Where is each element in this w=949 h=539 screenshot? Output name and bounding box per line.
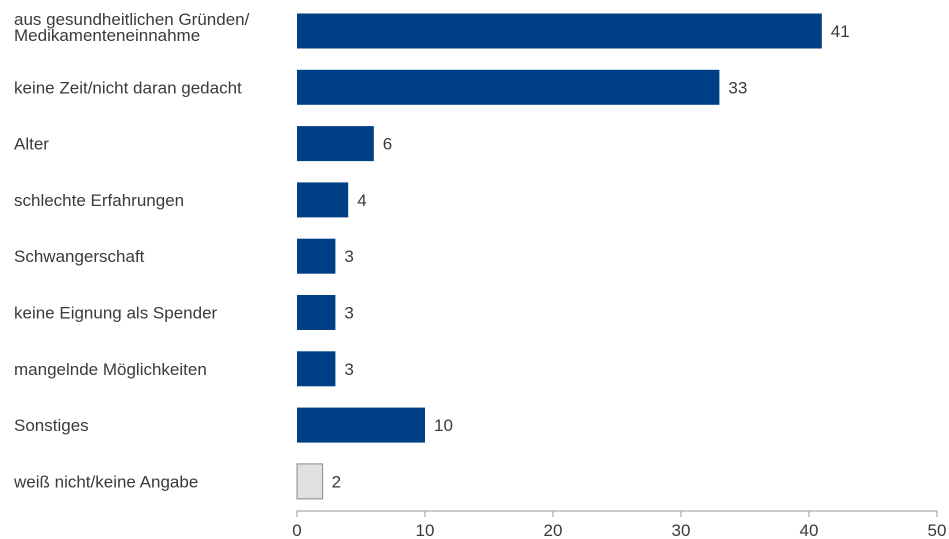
category-labels: aus gesundheitlichen Gründen/Medikamente…: [13, 10, 250, 491]
bar: [297, 351, 336, 387]
bar: [297, 13, 822, 49]
data-label: 3: [344, 304, 353, 323]
category-label: keine Eignung als Spender: [14, 304, 218, 323]
x-tick-label: 0: [292, 521, 301, 539]
x-tick-label: 50: [928, 521, 947, 539]
category-label: schlechte Erfahrungen: [14, 191, 184, 210]
x-tick-label: 20: [544, 521, 563, 539]
x-tick-label: 30: [672, 521, 691, 539]
category-label: aus gesundheitlichen Gründen/Medikamente…: [14, 10, 250, 45]
data-label: 6: [383, 135, 392, 154]
bar: [297, 407, 425, 443]
bar: [296, 463, 324, 500]
bar: [297, 295, 336, 330]
data-label: 33: [728, 78, 747, 97]
bar: [297, 182, 349, 218]
x-tick-label: 40: [800, 521, 819, 539]
data-label: 3: [344, 360, 353, 379]
x-axis: 0 10 20 30 40 50: [292, 510, 947, 539]
category-label: Alter: [14, 135, 49, 154]
bar: [297, 69, 720, 105]
data-label: 4: [357, 191, 366, 210]
data-label: 2: [332, 472, 341, 491]
bar: [297, 238, 336, 274]
bar: [297, 126, 374, 162]
category-label: keine Zeit/nicht daran gedacht: [14, 78, 242, 97]
x-tick-label: 10: [416, 521, 435, 539]
category-label: Schwangerschaft: [14, 247, 145, 266]
data-label: 41: [831, 22, 850, 41]
bars: [296, 13, 822, 500]
category-label: Sonstiges: [14, 416, 89, 435]
data-label: 10: [434, 416, 453, 435]
category-label: mangelnde Möglichkeiten: [14, 360, 207, 379]
category-label: weiß nicht/keine Angabe: [13, 472, 198, 491]
data-label: 3: [344, 247, 353, 266]
